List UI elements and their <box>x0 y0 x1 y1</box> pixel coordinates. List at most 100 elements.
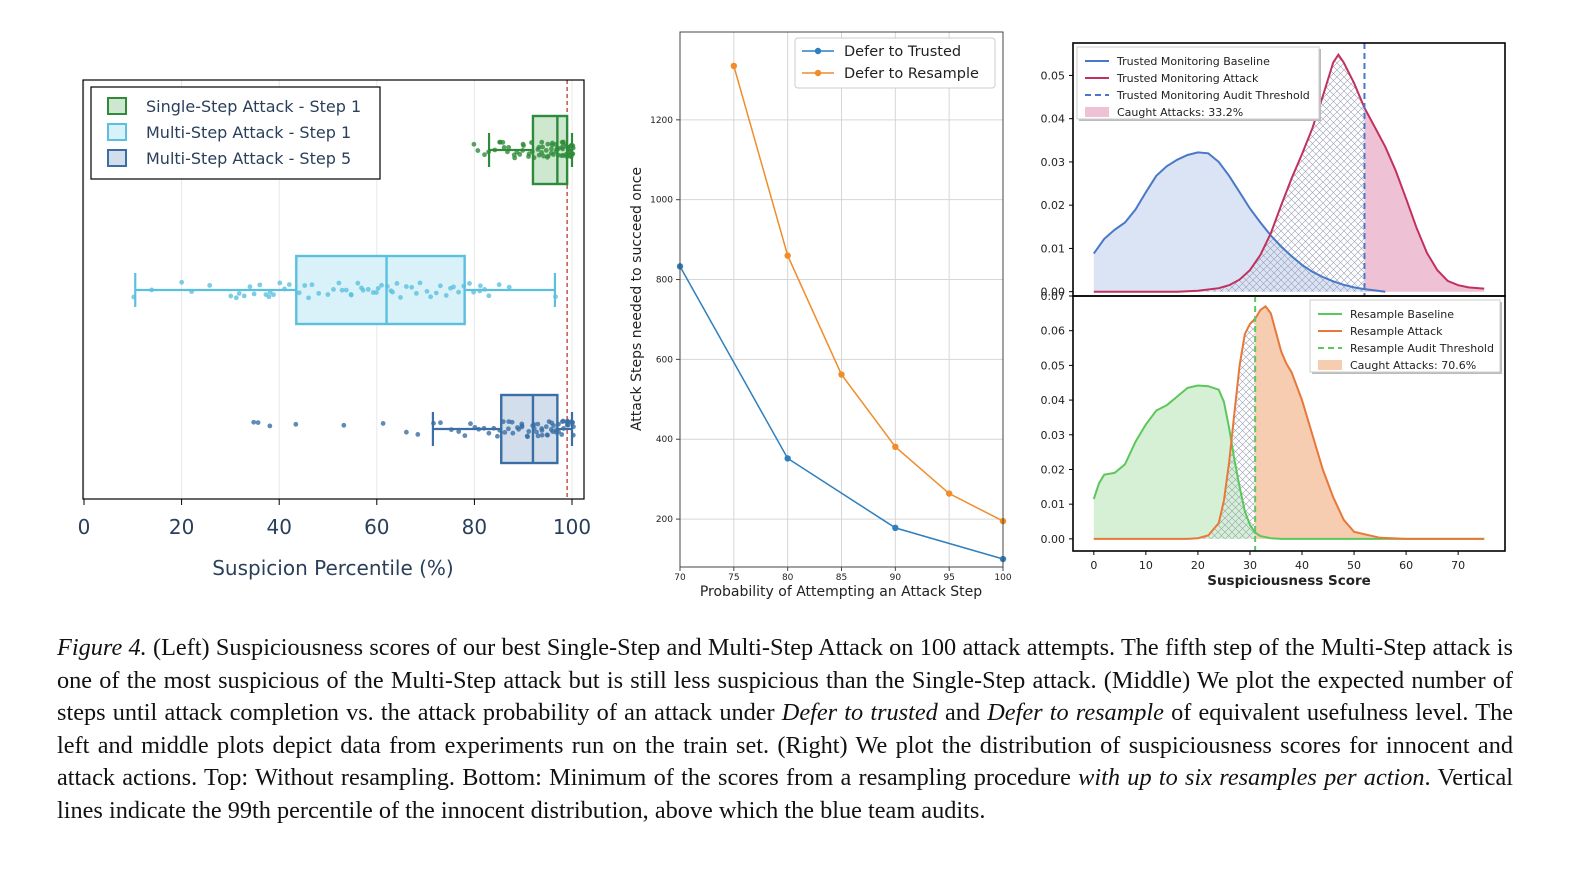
box-xtick-label: 60 <box>364 515 389 539</box>
density-top-legend-label: Trusted Monitoring Attack <box>1116 72 1259 85</box>
box-point <box>501 145 507 150</box>
box-point <box>506 426 511 432</box>
line-point <box>730 62 738 70</box>
line-xtick-label: 80 <box>782 573 794 583</box>
box-point <box>348 292 354 298</box>
box-point <box>415 431 421 437</box>
box-legend-swatch <box>107 97 127 115</box>
box-point <box>536 144 542 150</box>
line-legend-label: Defer to Trusted <box>844 44 961 60</box>
line-xtick-label: 100 <box>994 573 1011 583</box>
density-top-legend-label: Trusted Monitoring Audit Threshold <box>1116 89 1310 102</box>
box-point <box>559 432 565 437</box>
density-bottom-xtick-label: 0 <box>1090 559 1097 572</box>
box-point <box>293 421 299 427</box>
box-point <box>491 425 497 431</box>
box-point <box>309 282 315 288</box>
box-legend-label: Multi-Step Attack - Step 5 <box>146 149 351 168</box>
box-point <box>325 292 331 297</box>
density-bottom-legend-label: Resample Attack <box>1350 325 1443 338</box>
box-point <box>561 426 566 431</box>
box-point <box>535 421 541 427</box>
box-point <box>486 293 492 299</box>
box-point <box>456 289 461 295</box>
box-point <box>271 292 276 298</box>
caption-italic-3: with up to six resamples per action <box>1078 764 1425 792</box>
line-legend-marker <box>814 47 822 55</box>
box-point <box>544 432 550 438</box>
box-point <box>519 424 525 430</box>
density-bottom-xtick-label: 50 <box>1347 559 1361 572</box>
box-point <box>467 281 472 286</box>
box-point <box>514 425 520 430</box>
box-point <box>477 283 483 289</box>
density-bottom-frame <box>1072 295 1506 552</box>
box-point <box>564 422 570 428</box>
box-point <box>500 139 506 145</box>
density-top-legend-label: Caught Attacks: 33.2% <box>1117 106 1243 119</box>
density-top-legend-label: Trusted Monitoring Baseline <box>1116 55 1270 68</box>
box-point <box>540 144 545 150</box>
box-point <box>569 151 575 157</box>
box-xlabel: Suspicion Percentile (%) <box>212 556 454 580</box>
box-point <box>571 424 576 430</box>
box-point <box>506 284 512 290</box>
box-point <box>456 429 462 434</box>
box-point <box>296 290 302 296</box>
box-point <box>390 289 395 295</box>
box-point <box>553 142 559 147</box>
line-ytick-label: 1000 <box>650 196 673 206</box>
box-point <box>228 293 234 299</box>
box-point <box>341 422 347 428</box>
box-point <box>241 293 247 299</box>
density-bottom-legend-label: Resample Baseline <box>1350 308 1454 321</box>
box-point <box>559 153 565 159</box>
box-point <box>505 149 510 155</box>
density-top-ytick-label: 0.00 <box>1041 286 1066 299</box>
box-point <box>336 280 342 286</box>
box-legend-label: Multi-Step Attack - Step 1 <box>146 123 351 142</box>
box-point <box>553 427 559 433</box>
density-bottom-ytick-label: 0.02 <box>1041 463 1066 476</box>
box-point <box>496 282 502 288</box>
line-chart: 70 75 80 85 90 95 100 200 400 600 800 1000 1200 Proba… <box>629 31 1012 600</box>
density-bottom-ytick-label: 0.01 <box>1041 498 1066 511</box>
density-bottom-xtick-label: 60 <box>1399 559 1413 572</box>
box-point <box>424 288 430 294</box>
density-top-ytick-label: 0.01 <box>1041 242 1066 255</box>
box-point <box>529 149 535 154</box>
line-xtick-label: 70 <box>674 573 686 583</box>
box-point <box>570 145 576 151</box>
box-point <box>486 149 491 155</box>
density-bottom-legend-swatch <box>1318 360 1342 370</box>
box-xtick-label: 20 <box>169 515 194 539</box>
line-point <box>892 443 899 451</box>
box-point <box>149 287 155 293</box>
density-bottom-legend-label: Caught Attacks: 70.6% <box>1350 359 1476 372</box>
box-point <box>512 155 518 161</box>
box-point <box>492 147 498 153</box>
box-point <box>233 295 239 301</box>
line-point <box>784 455 791 462</box>
box-point <box>535 433 541 439</box>
box-legend <box>90 86 381 180</box>
box-point <box>544 154 550 160</box>
box-point <box>236 290 242 296</box>
box-point <box>355 280 361 286</box>
box-point <box>339 287 345 293</box>
box-point <box>475 148 481 153</box>
density-bottom-baseline-fill <box>1093 385 1485 539</box>
box-point <box>384 283 390 289</box>
box-point <box>543 424 549 430</box>
box-point <box>438 420 443 426</box>
line-xtick-label: 85 <box>836 573 847 583</box>
line-ylabel: Attack Steps needed to succeed once <box>629 167 645 431</box>
box-xtick-label: 0 <box>78 515 91 539</box>
box-point <box>570 420 576 425</box>
caption-text-1: (Left) Suspiciousness scores of our best… <box>57 634 1513 727</box>
box-point <box>251 419 257 425</box>
box-point <box>477 288 483 294</box>
density-top-uncaught-hatch <box>1093 54 1365 292</box>
box-point <box>286 282 292 287</box>
box-point <box>316 290 322 296</box>
